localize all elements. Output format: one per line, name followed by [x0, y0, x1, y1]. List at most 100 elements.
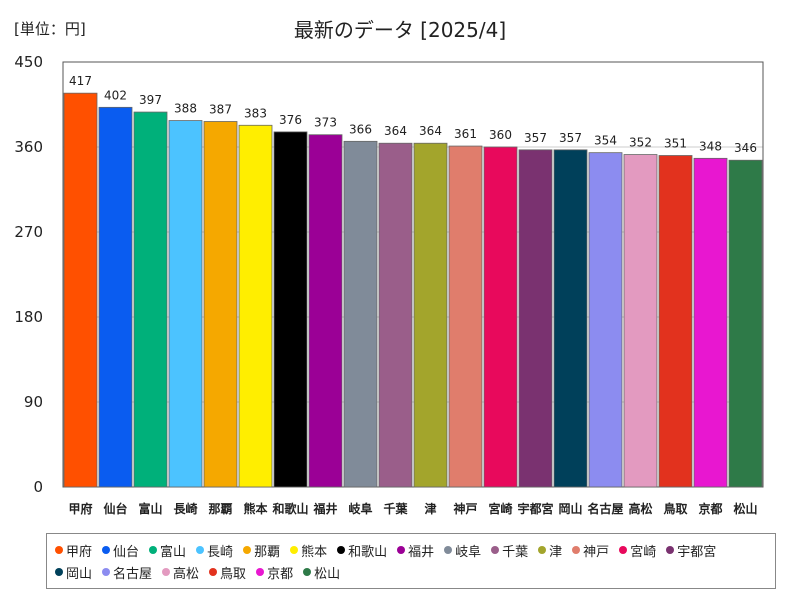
legend-marker: [149, 546, 158, 554]
legend-item: 富山: [149, 539, 186, 561]
legend-item: 名古屋: [102, 561, 152, 583]
legend-item: 宮崎: [619, 539, 656, 561]
data-label: 402: [104, 88, 127, 102]
data-label: 348: [699, 139, 722, 153]
bar: [308, 134, 343, 488]
legend-marker: [290, 546, 299, 554]
x-tick-label: 津: [424, 501, 436, 516]
data-label: 366: [349, 122, 372, 136]
bar: [553, 149, 588, 488]
data-label: 373: [314, 116, 337, 130]
data-label: 357: [559, 131, 582, 145]
legend-label: 和歌山: [348, 544, 388, 560]
chart-title: 最新のデータ [2025/4]: [293, 18, 507, 42]
legend-item: 高松: [162, 561, 199, 583]
bar: [623, 154, 658, 488]
legend-item: 鳥取: [209, 561, 246, 583]
legend-marker: [55, 568, 63, 576]
x-tick-label: 長崎: [173, 501, 197, 516]
legend-label: 津: [549, 544, 563, 560]
bar-chart: 0 90 180 270 360 450 417 甲府 402 仙台 397 富山 388 長崎 387 那覇…: [14, 53, 764, 516]
plot-frame: [62, 61, 764, 488]
x-tick-label: 宇都宮: [517, 501, 553, 516]
y-tick-label: 0: [33, 478, 43, 496]
unit-label: [単位：円]: [14, 20, 86, 38]
bar: [448, 145, 483, 488]
legend-label: 岐阜: [455, 544, 482, 560]
legend-marker: [256, 568, 265, 576]
legend-marker: [397, 546, 406, 554]
data-label: 357: [524, 131, 547, 145]
x-tick-label: 京都: [698, 501, 722, 516]
legend-label: 千葉: [502, 544, 529, 560]
x-tick-label: 鳥取: [663, 501, 687, 516]
x-tick-label: 那覇: [208, 502, 232, 516]
bar: [693, 157, 728, 488]
legend-marker: [538, 546, 547, 554]
bar: [413, 142, 448, 488]
data-label: 388: [174, 102, 197, 116]
bar: [378, 142, 413, 488]
bar: [658, 155, 693, 488]
x-tick-label: 福井: [312, 501, 337, 516]
legend-item: 松山: [303, 561, 340, 583]
data-label: 360: [489, 128, 512, 142]
x-tick-label: 岡山: [558, 501, 582, 516]
bar: [728, 159, 763, 488]
x-tick-label: 宮崎: [488, 501, 512, 516]
legend-item: 和歌山: [337, 539, 387, 561]
legend-item: 那覇: [243, 539, 280, 561]
legend-marker: [666, 546, 675, 554]
legend-label: 高松: [173, 566, 200, 582]
x-tick-label: 千葉: [383, 501, 408, 516]
legend-marker: [102, 546, 111, 554]
x-tick-label: 富山: [138, 501, 162, 516]
data-label: 346: [734, 141, 757, 155]
legend-marker: [572, 546, 581, 554]
legend-item: 仙台: [102, 539, 139, 561]
legend-label: 松山: [314, 566, 341, 582]
legend-item: 熊本: [290, 539, 327, 561]
bar: [483, 146, 518, 488]
data-label: 364: [419, 124, 442, 138]
x-tick-label: 名古屋: [587, 501, 623, 516]
legend-label: 神戸: [583, 544, 610, 560]
y-tick-label: 450: [14, 53, 43, 71]
legend-item: 宇都宮: [666, 539, 716, 561]
bar: [343, 140, 378, 488]
legend-item: 甲府: [55, 539, 92, 561]
legend-marker: [619, 546, 628, 554]
bar: [133, 111, 168, 488]
data-label: 354: [594, 134, 617, 148]
legend-label: 岡山: [66, 566, 93, 582]
x-tick-label: 岐阜: [348, 501, 372, 516]
legend-label: 京都: [267, 566, 294, 582]
bar: [98, 106, 133, 488]
legend-label: 名古屋: [113, 566, 153, 582]
legend-marker: [209, 568, 218, 576]
legend-label: 富山: [160, 544, 187, 560]
legend-item: 千葉: [491, 539, 528, 561]
legend: 甲府 仙台 富山 長崎 那覇 熊本 和歌山 福井 岐阜 千葉 津 神戸 宮崎 宇都宮岡山 名古屋 高松 鳥取 京都…: [46, 533, 776, 589]
data-label: 351: [664, 137, 687, 151]
data-label: 387: [209, 103, 232, 117]
x-tick-label: 松山: [733, 501, 757, 516]
legend-marker: [55, 546, 63, 554]
bar: [168, 120, 203, 488]
legend-label: 宇都宮: [677, 544, 717, 560]
legend-marker: [196, 546, 205, 554]
x-tick-label: 甲府: [68, 501, 92, 516]
legend-marker: [444, 546, 453, 554]
legend-label: 仙台: [113, 544, 140, 560]
bar: [63, 92, 98, 488]
legend-item: 長崎: [196, 539, 233, 561]
legend-item: 福井: [397, 539, 434, 561]
legend-marker: [491, 546, 500, 554]
data-label: 383: [244, 106, 267, 120]
legend-label: 那覇: [254, 544, 281, 560]
data-label: 352: [629, 136, 652, 150]
data-label: 364: [384, 124, 407, 138]
legend-item: 津: [538, 539, 562, 561]
y-tick-label: 180: [14, 308, 43, 326]
legend-label: 福井: [408, 544, 435, 560]
